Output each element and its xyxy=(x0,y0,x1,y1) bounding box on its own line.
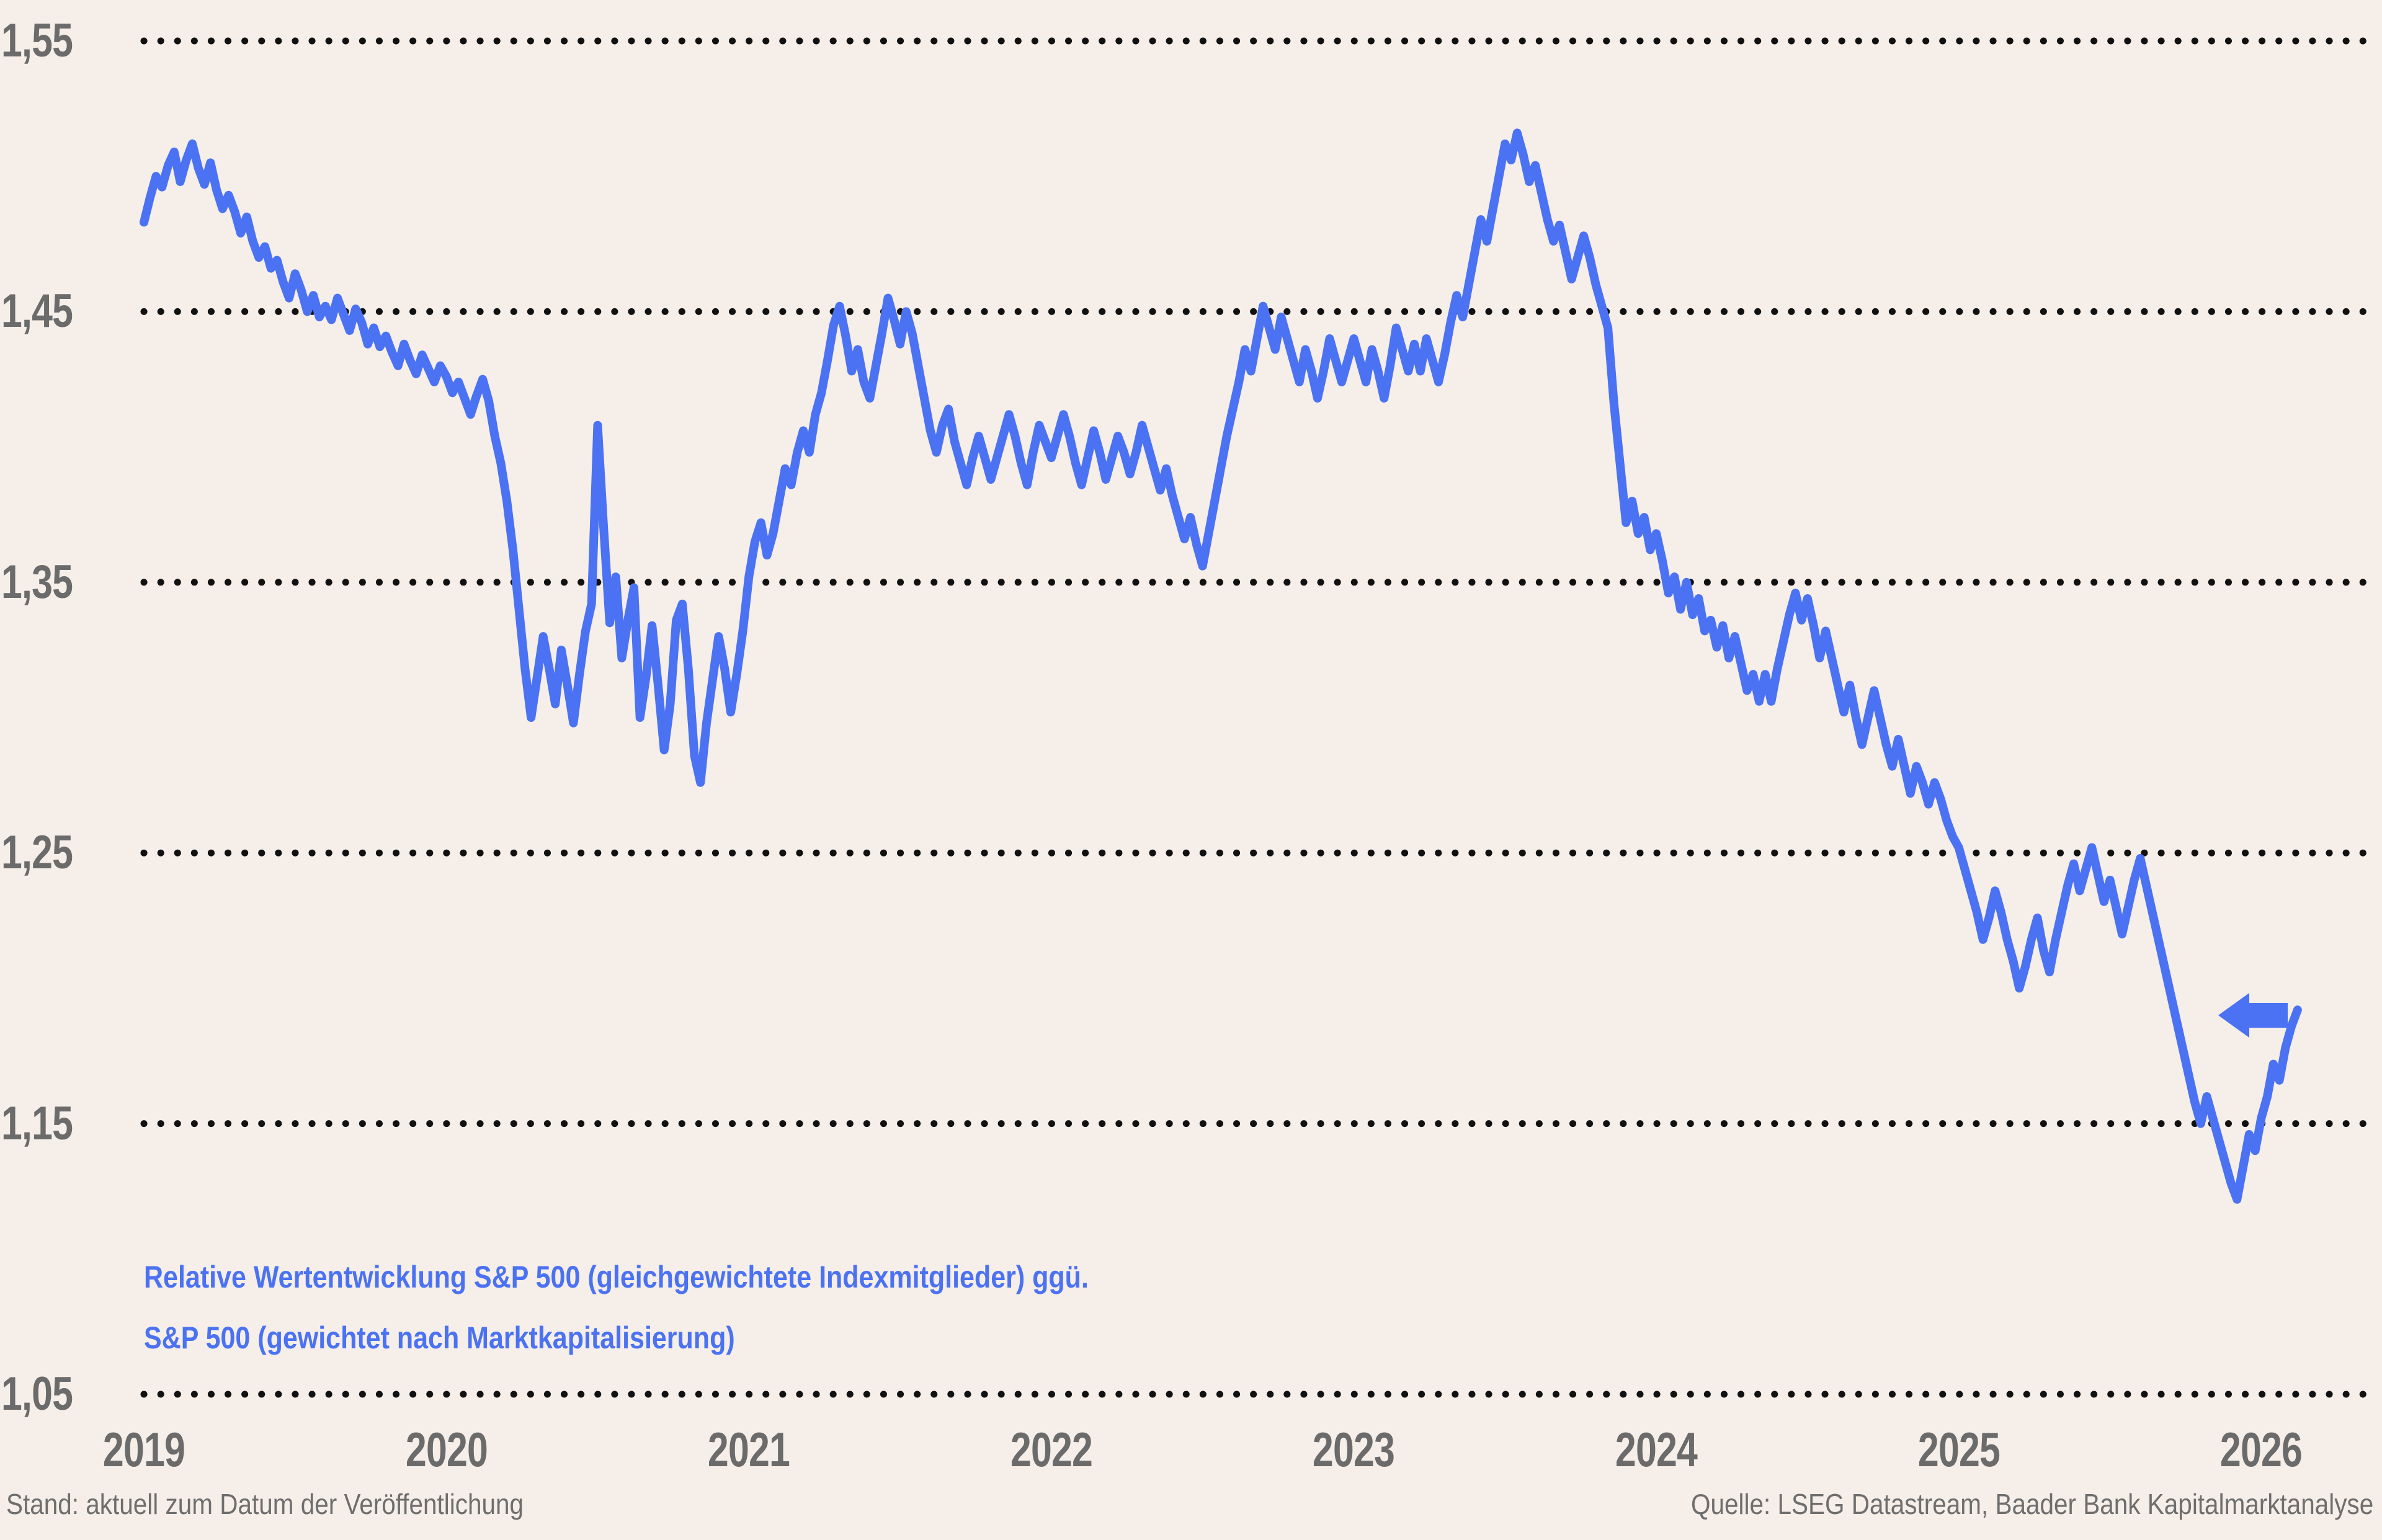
x-tick-label-2020: 2020 xyxy=(405,1422,488,1477)
x-tick-label-2022: 2022 xyxy=(1010,1422,1093,1477)
x-tick-label-2023: 2023 xyxy=(1313,1422,1395,1477)
x-tick-label-2021: 2021 xyxy=(708,1422,790,1477)
y-tick-label-1-35: 1,35 xyxy=(1,555,73,608)
y-tick-label-1-25: 1,25 xyxy=(1,826,73,879)
legend-line-1: Relative Wertentwicklung S&P 500 (gleich… xyxy=(144,1260,1089,1294)
y-tick-label-1-45: 1,45 xyxy=(1,285,73,338)
x-tick-label-2025: 2025 xyxy=(1917,1422,2001,1477)
footer-source-right: Quelle: LSEG Datastream, Baader Bank Kap… xyxy=(1690,1488,2373,1520)
left-arrow-icon xyxy=(2218,993,2288,1038)
footer-note-left: Stand: aktuell zum Datum der Veröffentli… xyxy=(6,1488,524,1520)
series-line-0 xyxy=(140,128,2302,1204)
y-tick-label-1-05: 1,05 xyxy=(1,1368,73,1420)
legend-line-2: S&P 500 (gewichtet nach Marktkapitalisie… xyxy=(144,1320,735,1355)
x-tick-label-2024: 2024 xyxy=(1615,1422,1698,1477)
gridlines-group xyxy=(140,37,2371,1398)
arrow-annotation-group xyxy=(2218,993,2288,1038)
x-tick-label-2026: 2026 xyxy=(2220,1422,2303,1477)
x-tick-label-2019: 2019 xyxy=(102,1422,185,1477)
series-line-group xyxy=(140,128,2302,1204)
y-tick-label-1-15: 1,15 xyxy=(1,1097,73,1150)
y-tick-label-1-55: 1,55 xyxy=(1,14,73,67)
